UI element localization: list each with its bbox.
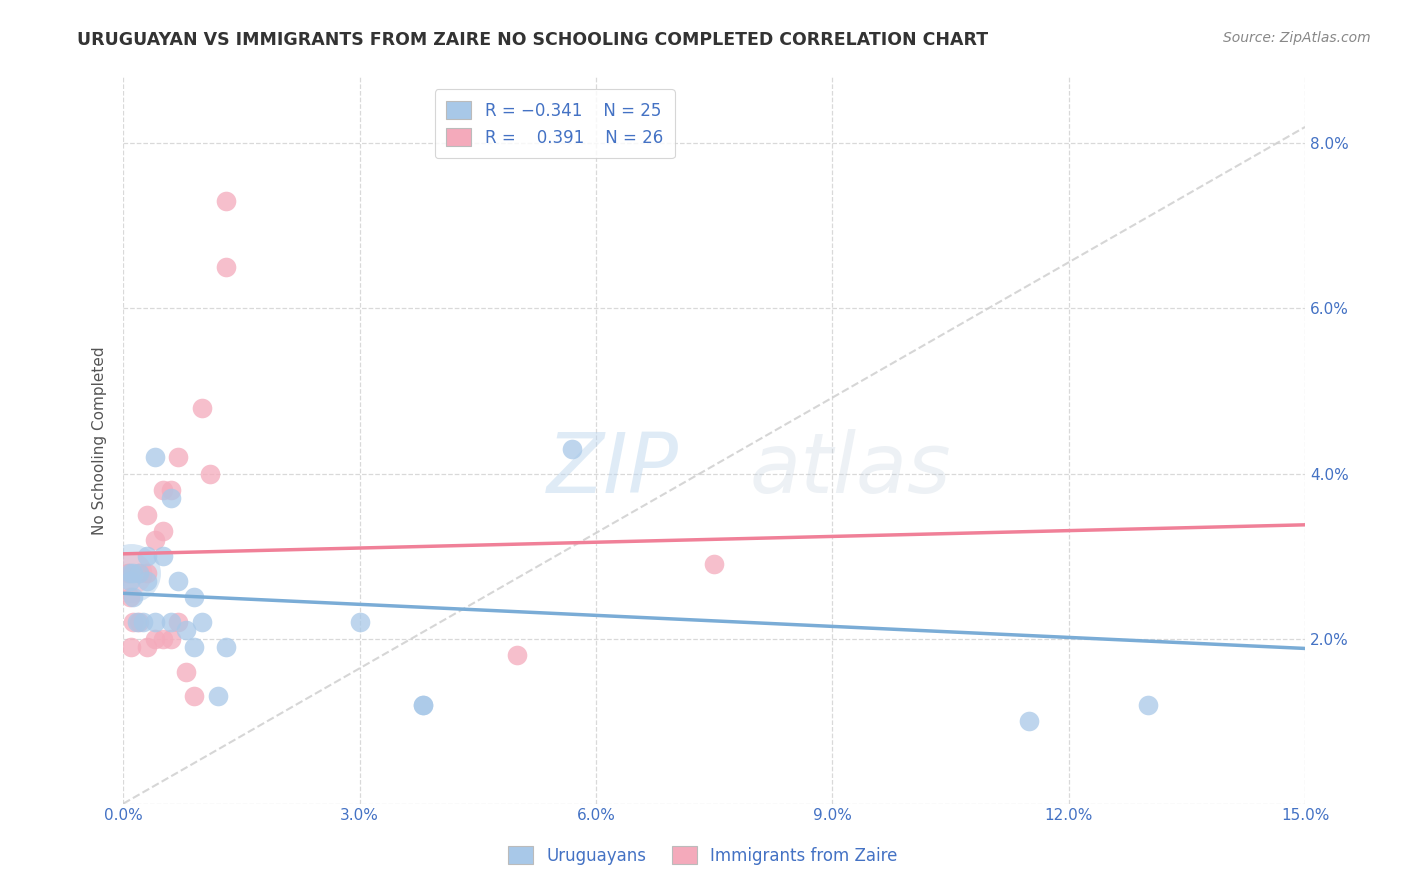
Point	[1018, 714, 1040, 728]
Point	[561, 442, 583, 456]
Text: URUGUAYAN VS IMMIGRANTS FROM ZAIRE NO SCHOOLING COMPLETED CORRELATION CHART: URUGUAYAN VS IMMIGRANTS FROM ZAIRE NO SC…	[77, 31, 988, 49]
Point	[159, 483, 181, 497]
Point	[183, 690, 205, 704]
Point	[127, 615, 149, 629]
Point	[121, 615, 143, 629]
Point	[118, 574, 141, 588]
Point	[159, 632, 181, 646]
Point	[143, 533, 166, 547]
Point	[143, 632, 166, 646]
Point	[191, 615, 214, 629]
Point	[159, 491, 181, 506]
Point	[167, 615, 190, 629]
Text: ZIP: ZIP	[547, 429, 679, 510]
Point	[136, 574, 159, 588]
Point	[703, 558, 725, 572]
Point	[215, 640, 238, 654]
Point	[198, 467, 221, 481]
Legend: Uruguayans, Immigrants from Zaire: Uruguayans, Immigrants from Zaire	[501, 838, 905, 873]
Point	[121, 591, 143, 605]
Point	[143, 615, 166, 629]
Point	[121, 566, 143, 580]
Point	[191, 401, 214, 415]
Point	[167, 450, 190, 464]
Point	[136, 549, 159, 563]
Point	[176, 665, 198, 679]
Point	[152, 524, 174, 539]
Point	[215, 194, 238, 209]
Point	[118, 591, 141, 605]
Point	[117, 566, 139, 580]
Text: atlas: atlas	[749, 429, 952, 510]
Point	[412, 698, 434, 712]
Point	[120, 640, 142, 654]
Point	[136, 508, 159, 522]
Point	[506, 648, 529, 662]
Point	[118, 566, 141, 580]
Point	[128, 566, 150, 580]
Point	[136, 640, 159, 654]
Point	[412, 698, 434, 712]
Point	[136, 566, 159, 580]
Y-axis label: No Schooling Completed: No Schooling Completed	[93, 346, 107, 535]
Point	[132, 615, 155, 629]
Legend: R = −0.341    N = 25, R =    0.391    N = 26: R = −0.341 N = 25, R = 0.391 N = 26	[434, 89, 675, 159]
Text: Source: ZipAtlas.com: Source: ZipAtlas.com	[1223, 31, 1371, 45]
Point	[183, 591, 205, 605]
Point	[1136, 698, 1159, 712]
Point	[120, 566, 142, 580]
Point	[152, 549, 174, 563]
Point	[207, 690, 229, 704]
Point	[167, 574, 190, 588]
Point	[176, 624, 198, 638]
Point	[215, 260, 238, 275]
Point	[349, 615, 371, 629]
Point	[143, 450, 166, 464]
Point	[120, 566, 142, 580]
Point	[159, 615, 181, 629]
Point	[128, 566, 150, 580]
Point	[152, 632, 174, 646]
Point	[128, 615, 150, 629]
Point	[183, 640, 205, 654]
Point	[152, 483, 174, 497]
